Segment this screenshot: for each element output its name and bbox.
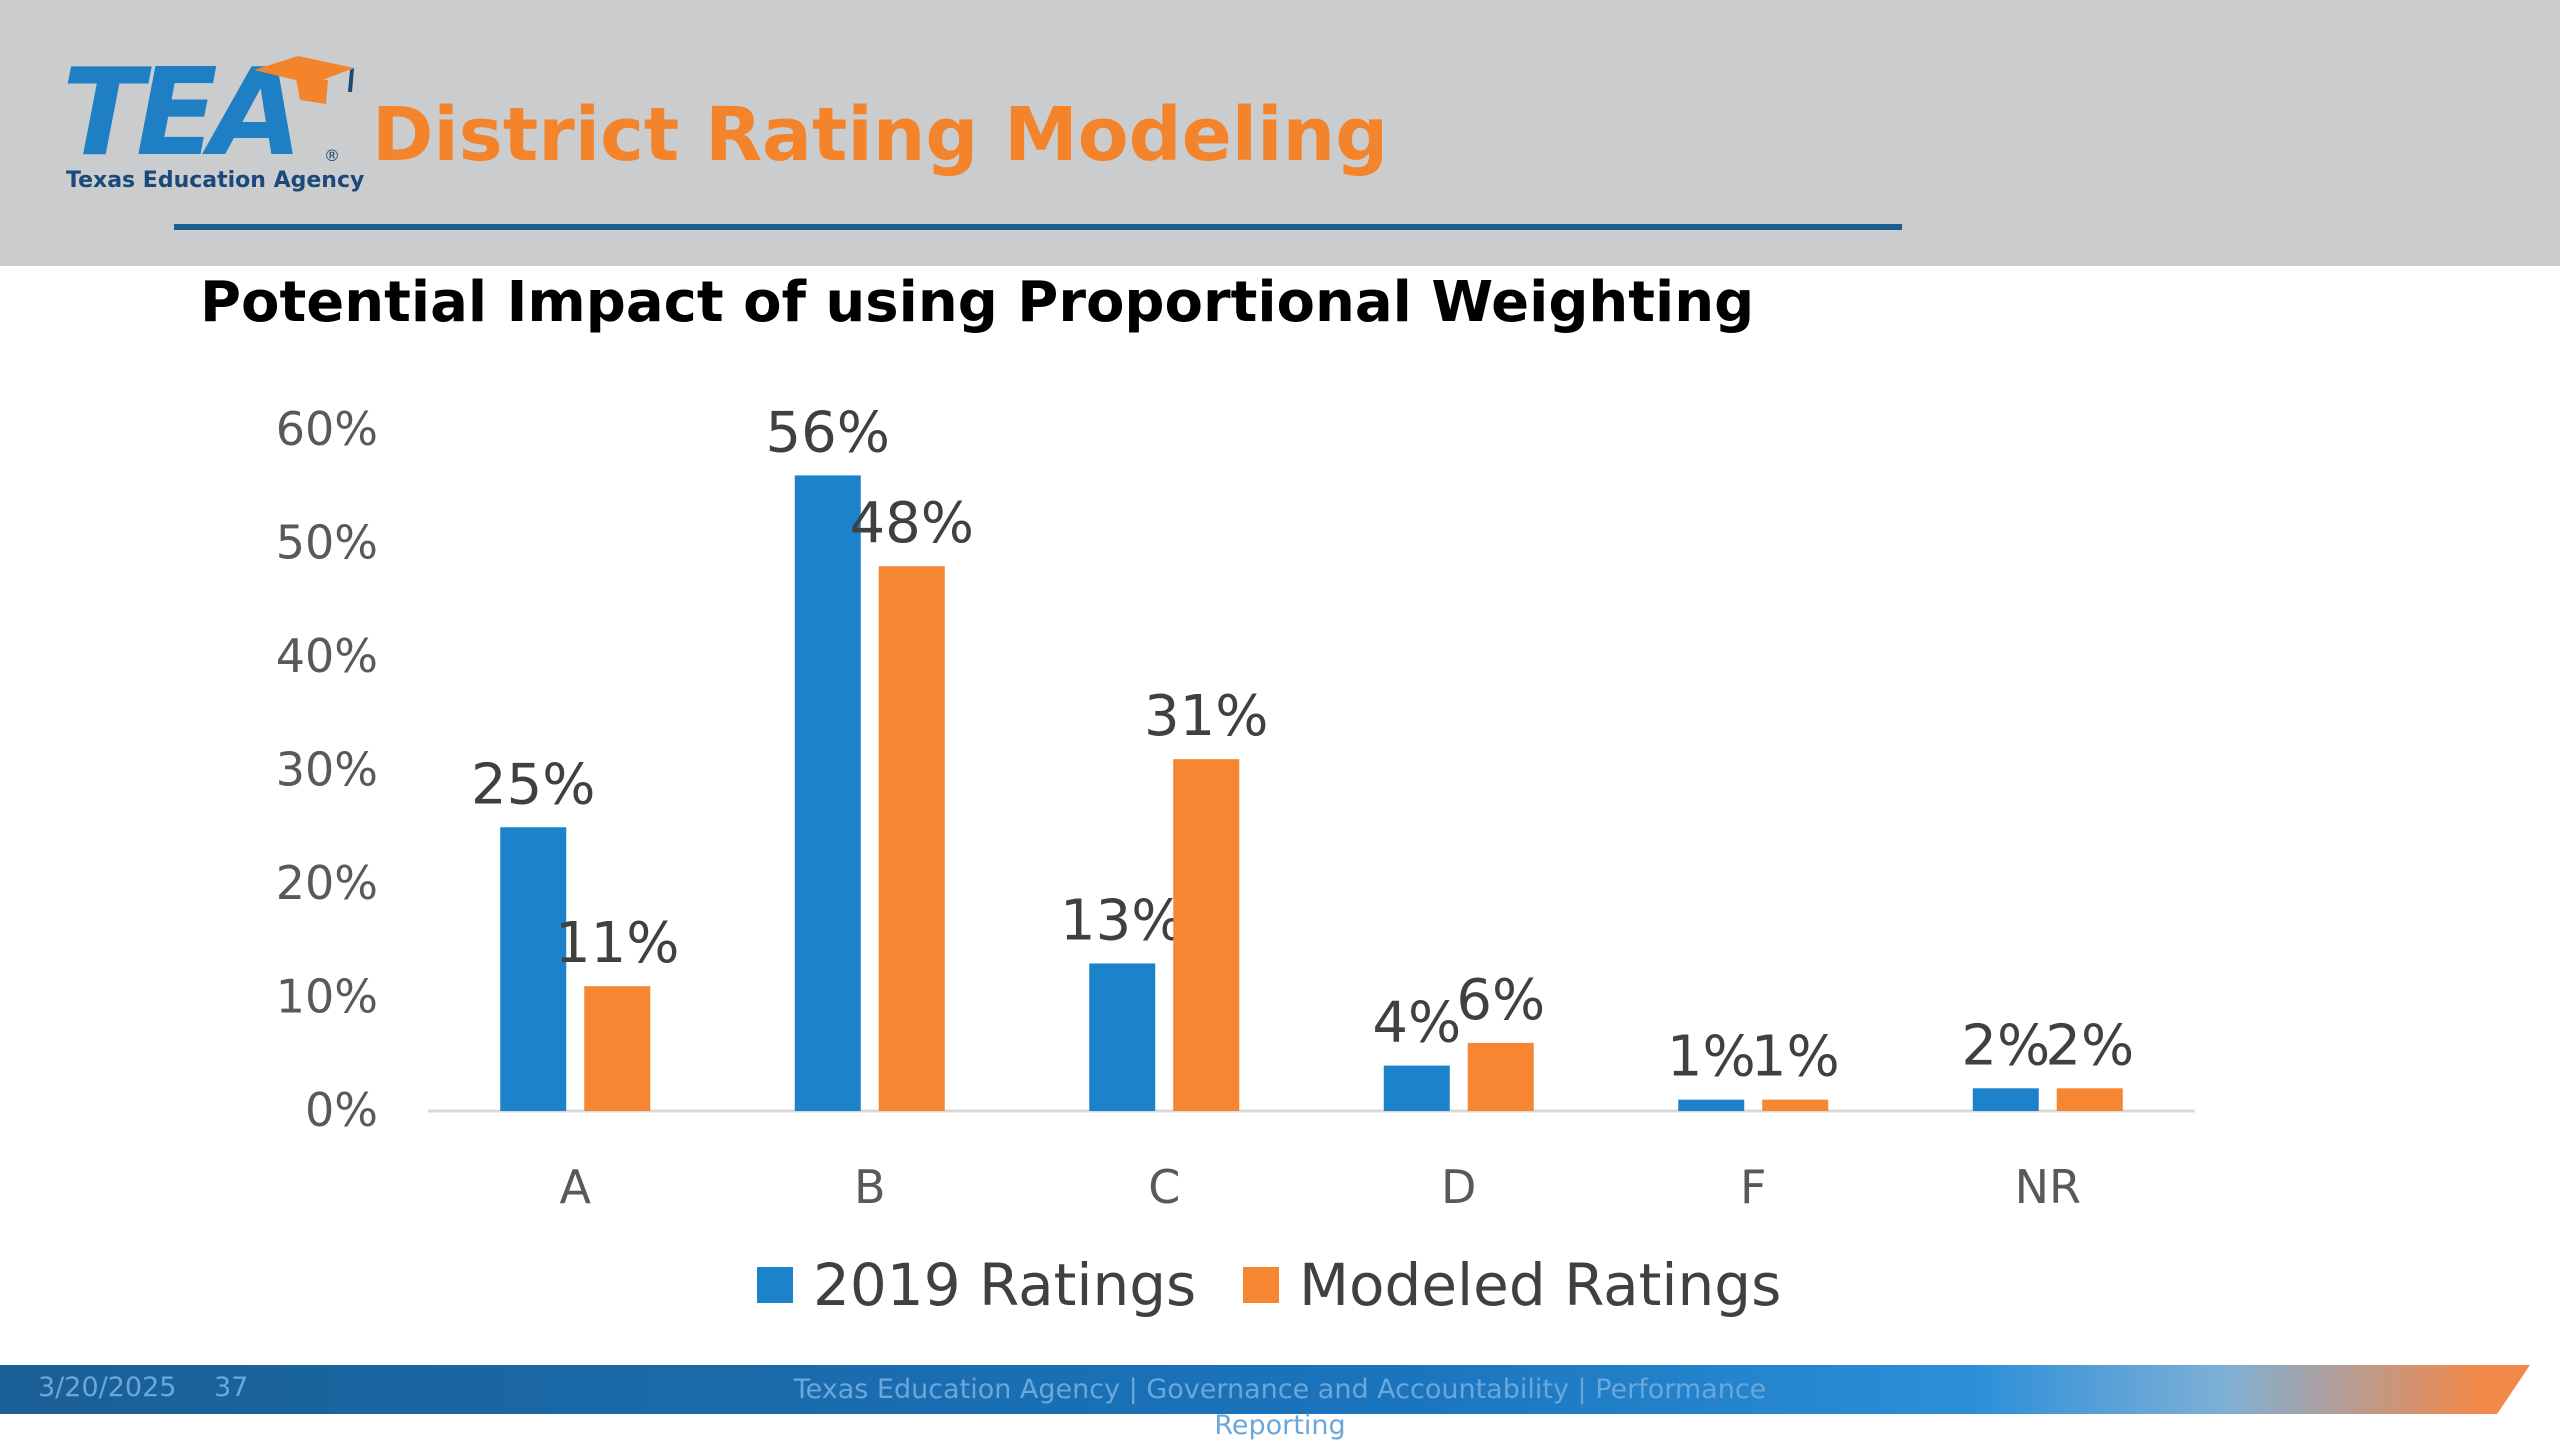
header-title: District Rating Modeling [372,92,1389,178]
slide-subtitle: Potential Impact of using Proportional W… [200,270,1755,335]
bar-modeled-ratings [878,566,945,1111]
data-label: 6% [1456,968,1545,1033]
x-tick-label: D [1441,1160,1476,1214]
bar-2019-ratings [1678,1099,1745,1111]
header-band [0,0,2560,266]
bar-modeled-ratings [1173,759,1240,1111]
bar-2019-ratings [794,475,861,1111]
y-tick-label: 30% [276,743,378,797]
bar-modeled-ratings [1762,1099,1829,1111]
y-tick-label: 0% [305,1083,378,1137]
data-label: 1% [1667,1025,1756,1090]
data-label: 11% [555,911,679,976]
data-label: 56% [766,400,890,465]
data-label: 4% [1372,991,1461,1056]
data-label: 1% [1751,1025,1840,1090]
bar-chart: 0% 10% 20% 30% 40% 50% 60% 25% 11% A 56% 48% B 13% 31%… [276,400,2195,1319]
bar-2019-ratings [1972,1088,2039,1111]
legend-label: Modeled Ratings [1299,1251,1781,1319]
data-label: 31% [1144,684,1268,749]
bar-2019-ratings [1089,963,1156,1111]
footer-bar [0,1365,2530,1414]
x-tick-label: C [1148,1160,1180,1214]
y-tick-label: 40% [276,629,378,683]
data-label: 13% [1060,888,1184,953]
bar-2019-ratings [1383,1065,1450,1111]
footer-page-number: 37 [214,1372,249,1403]
x-tick-label: NR [2015,1160,2081,1214]
bar-modeled-ratings [2056,1088,2123,1111]
graduation-cap-icon [254,56,354,104]
data-label: 48% [850,491,974,556]
header-divider [174,224,1902,230]
legend-swatch [757,1267,793,1303]
data-label: 2% [2045,1013,2134,1078]
logo-subtext: Texas Education Agency [66,168,365,193]
x-tick-label: F [1740,1160,1766,1214]
legend-swatch [1243,1267,1279,1303]
y-tick-label: 60% [276,402,378,456]
data-label: 2% [1961,1013,2050,1078]
bar-modeled-ratings [584,986,651,1111]
bar-modeled-ratings [1467,1042,1534,1111]
registered-mark: ® [324,146,340,165]
y-tick-label: 20% [276,856,378,910]
y-tick-label: 10% [276,970,378,1024]
legend-label: 2019 Ratings [813,1251,1196,1319]
logo-wordmark: TEA [62,44,303,183]
data-label: 25% [471,752,595,817]
bar-2019-ratings [500,827,567,1111]
y-tick-label: 50% [276,516,378,570]
x-tick-label: B [854,1160,886,1214]
tea-logo: TEA ® Texas Education Agency [62,44,364,204]
x-tick-label: A [560,1160,592,1214]
footer-text: Texas Education Agency | Governance and … [793,1374,1767,1441]
footer-date: 3/20/2025 [38,1372,177,1403]
